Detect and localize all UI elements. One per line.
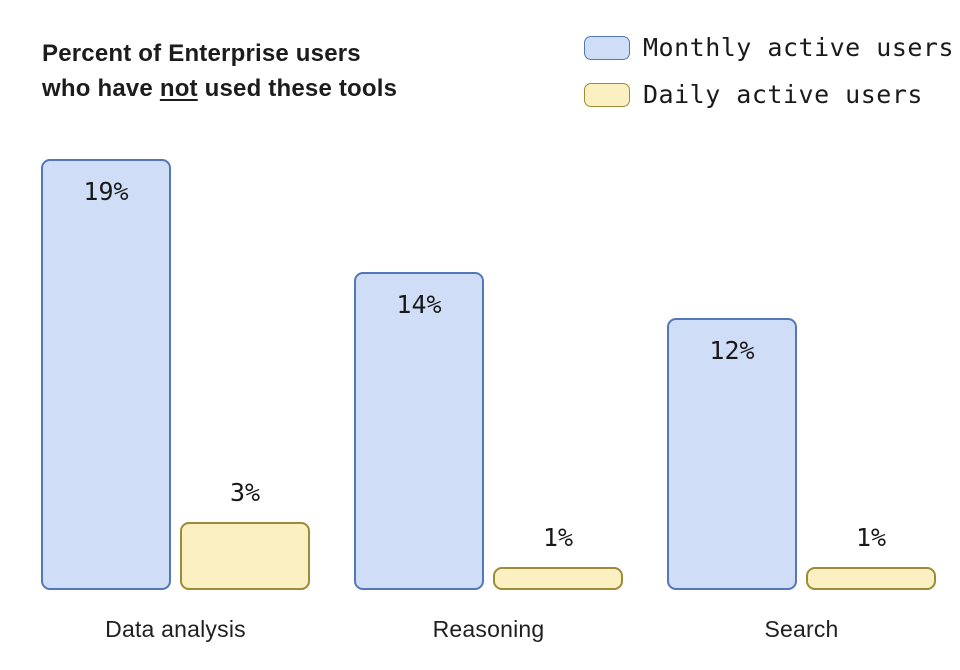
bar-daily-search: 1% xyxy=(806,523,936,590)
bar-value-label: 1% xyxy=(855,523,887,553)
bar-value-label: 3% xyxy=(229,478,261,508)
bar-value-label: 19% xyxy=(83,177,129,206)
category-label-reasoning: Reasoning xyxy=(432,616,545,642)
legend-swatch-monthly-icon xyxy=(584,36,630,60)
bar-daily-reasoning: 1% xyxy=(493,523,623,590)
legend: Monthly active users Daily active users xyxy=(584,32,955,130)
category-label-search: Search xyxy=(764,616,839,642)
legend-label-monthly: Monthly active users xyxy=(643,32,955,62)
legend-item-daily: Daily active users xyxy=(584,79,954,109)
bar-daily-data-analysis: 3% xyxy=(180,478,310,590)
chart-title-line2-pre: who have xyxy=(42,75,160,102)
chart-title: Percent of Enterprise users who have not… xyxy=(42,36,397,106)
bar-chart: 19% 3% Data analysis 14% 1% Reasoning 12… xyxy=(41,0,936,642)
legend-item-monthly: Monthly active users xyxy=(584,32,955,62)
chart-title-line1: Percent of Enterprise users xyxy=(42,40,361,67)
bar-monthly-data-analysis: 19% xyxy=(41,159,171,590)
bar-value-label: 1% xyxy=(542,523,574,553)
category-label-data-analysis: Data analysis xyxy=(105,616,246,642)
bar-group-reasoning: 14% 1% Reasoning xyxy=(354,0,623,642)
bar-monthly-reasoning: 14% xyxy=(354,272,484,590)
bar-value-label: 14% xyxy=(396,290,442,319)
bar-monthly-search: 12% xyxy=(667,318,797,590)
legend-swatch-daily-icon xyxy=(584,83,630,107)
bar-group-search: 12% 1% Search xyxy=(667,0,936,642)
legend-label-daily: Daily active users xyxy=(643,79,923,109)
chart-title-line2-post: used these tools xyxy=(197,75,398,102)
bar-group-data-analysis: 19% 3% Data analysis xyxy=(41,0,310,642)
chart-title-underlined-word: not xyxy=(159,75,198,102)
bar-value-label: 12% xyxy=(709,336,755,365)
